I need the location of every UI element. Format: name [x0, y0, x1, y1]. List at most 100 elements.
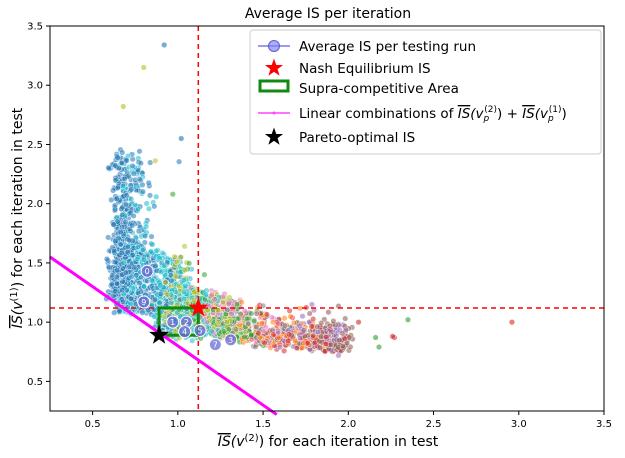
data-point — [297, 305, 304, 312]
chart-title: Average IS per iteration — [245, 6, 411, 22]
data-point — [136, 176, 143, 183]
iteration-marker: 7 — [208, 338, 222, 352]
data-point — [317, 344, 324, 351]
legend-linear-is-1: IS — [458, 106, 471, 122]
x-tick-label: 2.0 — [340, 419, 356, 430]
data-point — [299, 313, 306, 320]
data-point — [139, 181, 146, 188]
data-point — [119, 287, 126, 294]
data-point — [242, 329, 249, 336]
data-point — [116, 307, 123, 314]
legend-linear-label: Linear combinations of IS(vp(2)) + IS(vp… — [299, 105, 567, 124]
data-point — [172, 328, 179, 335]
data-point — [339, 330, 346, 337]
data-point — [215, 318, 222, 325]
data-point — [285, 338, 292, 345]
data-point — [130, 170, 137, 177]
legend-nash-label: Nash Equilibrium IS — [299, 61, 431, 77]
legend-average-label: Average IS per testing run — [299, 39, 476, 55]
data-point — [281, 322, 288, 329]
legend-entry-nash: Nash Equilibrium IS — [264, 58, 431, 77]
data-point — [215, 307, 222, 314]
data-point — [181, 296, 188, 303]
data-point — [136, 148, 143, 155]
y-tick-label: 1.0 — [27, 318, 43, 329]
data-point — [121, 175, 128, 182]
data-point — [156, 255, 163, 262]
y-tick-label: 2.5 — [27, 140, 43, 151]
data-point — [105, 234, 112, 241]
data-point — [139, 188, 146, 195]
data-point — [225, 300, 232, 307]
iteration-marker: 0 — [140, 264, 154, 278]
legend-entry-average: Average IS per testing run — [258, 39, 476, 55]
legend-linear-v-2: (v — [535, 106, 549, 122]
data-point — [134, 256, 141, 263]
data-point — [181, 243, 188, 250]
data-point — [109, 272, 116, 279]
iteration-marker-label: 4 — [182, 328, 187, 337]
data-point — [336, 337, 343, 344]
x-tick-label: 2.5 — [426, 419, 442, 430]
iteration-marker-label: 9 — [141, 298, 146, 307]
outlier-point — [375, 344, 382, 351]
data-point — [253, 323, 260, 330]
data-point — [111, 248, 118, 255]
pareto-optimal-star-icon — [149, 324, 170, 344]
y-tick-label: 0.5 — [27, 377, 43, 388]
data-point — [118, 249, 125, 256]
x-tick-label: 3.5 — [596, 419, 612, 430]
data-point — [123, 157, 130, 164]
data-point — [310, 332, 317, 339]
data-point — [177, 254, 184, 261]
outlier-point — [161, 41, 168, 48]
data-point — [308, 323, 315, 330]
data-point — [135, 206, 142, 213]
data-point — [236, 322, 243, 329]
iteration-marker-dot — [166, 315, 180, 329]
data-point — [141, 256, 148, 263]
data-point — [181, 267, 188, 274]
data-point — [151, 203, 158, 210]
iteration-marker: 1 — [166, 315, 180, 329]
y-axis-label-is: IS — [10, 315, 26, 328]
data-point — [124, 243, 131, 250]
data-point — [220, 298, 227, 305]
data-point — [300, 327, 307, 334]
data-point — [129, 162, 136, 169]
data-point — [168, 277, 175, 284]
iteration-marker-dot — [208, 338, 222, 352]
legend-entry-supra: Supra-competitive Area — [258, 79, 459, 97]
legend-linear-sup-2: (1) — [549, 105, 562, 115]
data-point — [157, 291, 164, 298]
data-point — [297, 335, 304, 342]
data-point — [142, 232, 149, 239]
legend-linear-p-2: p — [547, 114, 554, 124]
supra-competitive-area — [157, 306, 200, 337]
data-point — [211, 296, 218, 303]
data-point — [149, 241, 156, 248]
iteration-marker-label: 3 — [228, 336, 233, 345]
data-point — [112, 288, 119, 295]
legend-pareto-label: Pareto-optimal IS — [299, 130, 415, 146]
data-point — [180, 277, 187, 284]
data-point — [120, 259, 127, 266]
outlier-point — [508, 319, 515, 326]
data-point — [148, 277, 155, 284]
outlier-point — [372, 334, 379, 341]
x-axis-label-text: ) for each iteration in test — [259, 434, 439, 450]
legend-linear-is-2: IS — [522, 106, 535, 122]
x-axis-label-is: IS — [218, 434, 231, 450]
data-point — [190, 297, 197, 304]
outlier-point — [404, 316, 411, 323]
data-point — [151, 313, 158, 320]
data-point — [169, 191, 176, 198]
iteration-marker-dot — [193, 323, 207, 337]
data-point — [128, 273, 135, 280]
data-point — [201, 271, 208, 278]
data-point — [123, 201, 130, 208]
data-point — [224, 319, 231, 326]
data-point — [152, 157, 159, 164]
x-axis-label-sup: (2) — [245, 433, 259, 444]
y-axis-label: IS(v(1)) for each iteration in test — [9, 107, 27, 328]
